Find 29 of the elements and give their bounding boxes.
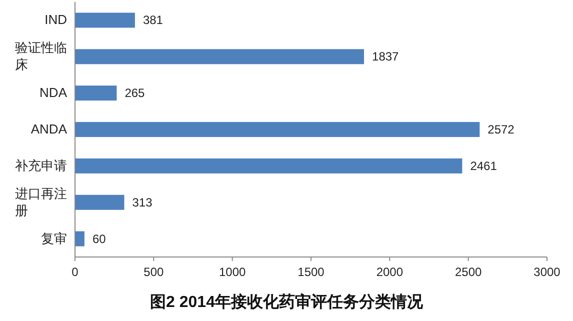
data-label: 60 <box>92 232 106 246</box>
data-label: 2572 <box>488 122 515 136</box>
bar <box>75 86 117 101</box>
y-tick-label: NDA <box>40 85 68 100</box>
y-tick-label: 复审 <box>41 230 67 246</box>
data-label: 313 <box>132 195 153 210</box>
y-tick-label: 进口再注册 <box>15 186 67 218</box>
y-tick-label: 补充申请 <box>15 158 67 173</box>
data-label: 1837 <box>372 50 400 64</box>
y-tick-label: 验证性临床 <box>15 40 67 72</box>
bar <box>75 231 84 246</box>
x-tick-label: 1500 <box>298 265 325 279</box>
y-tick-label: IND <box>44 12 67 28</box>
x-tick-label: 2500 <box>454 265 482 279</box>
bar <box>75 194 124 210</box>
data-label: 2461 <box>470 158 498 173</box>
bar <box>75 49 364 64</box>
x-tick-label: 3000 <box>534 265 561 279</box>
x-tick-label: 500 <box>144 265 164 279</box>
x-tick-label: 1000 <box>218 265 246 279</box>
text: 图2 2014年接收化药审评任务分类情况 <box>150 292 424 311</box>
data-label: 381 <box>142 13 164 28</box>
bar <box>75 12 135 28</box>
data-label: 265 <box>124 86 146 100</box>
bar <box>75 158 462 174</box>
x-tick-label: 2000 <box>376 265 404 279</box>
y-tick-label: ANDA <box>30 122 68 136</box>
bar <box>75 122 480 137</box>
x-tick-label: 0 <box>72 265 79 279</box>
